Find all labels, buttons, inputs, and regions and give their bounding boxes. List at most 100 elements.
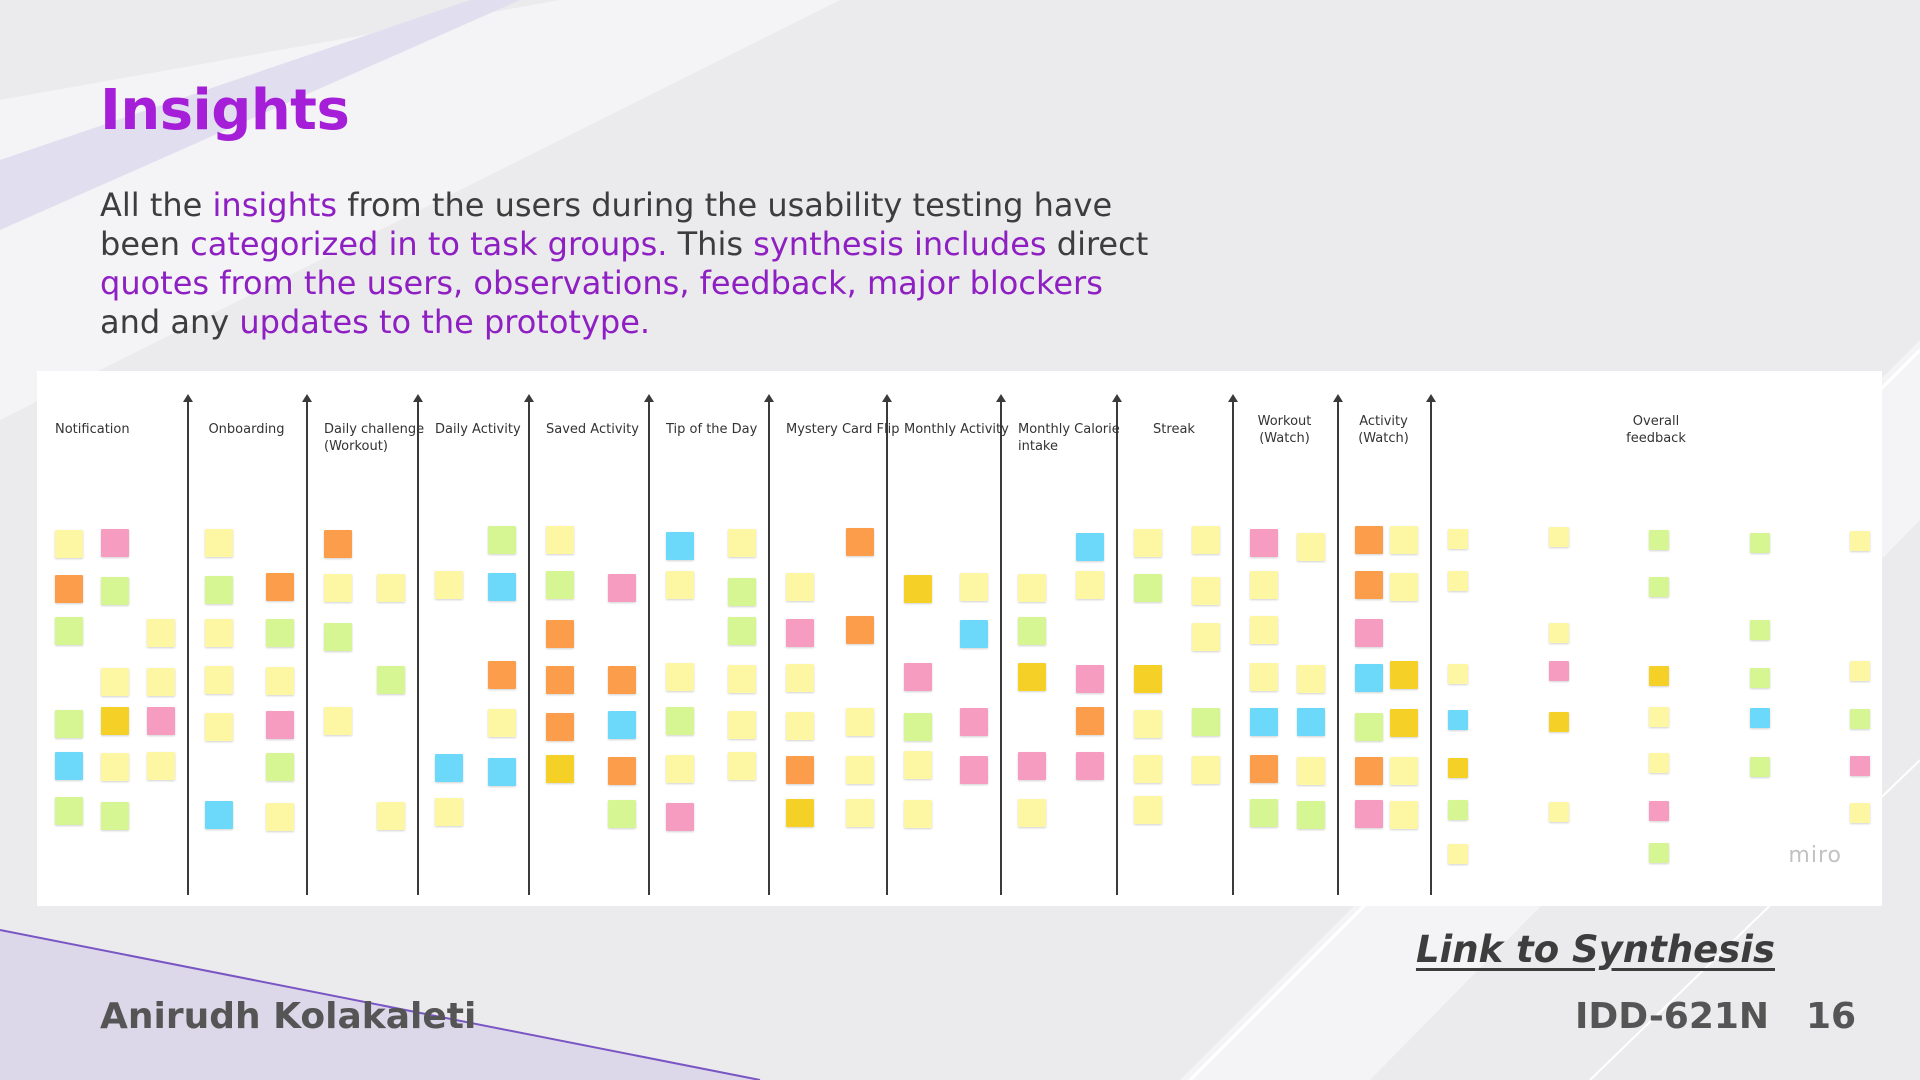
sticky-note — [266, 573, 294, 601]
column-header-line: Streak — [1153, 422, 1195, 437]
column-header-line: Onboarding — [208, 422, 285, 437]
sticky-note — [1076, 752, 1104, 780]
sticky-note — [846, 799, 874, 827]
column-header: Tip of the Day — [666, 421, 757, 438]
sticky-note — [1355, 713, 1383, 741]
sticky-note — [960, 573, 988, 601]
column-header-line: Activity — [1359, 414, 1408, 429]
sticky-note — [1390, 801, 1418, 829]
sticky-note — [1649, 530, 1669, 550]
sticky-note — [55, 530, 83, 558]
sticky-note — [55, 797, 83, 825]
sticky-note — [546, 571, 574, 599]
column-header-line: (Watch) — [1358, 431, 1409, 446]
highlight-phrase: quotes from the users, observations, fee… — [100, 264, 1103, 302]
sticky-note — [1134, 796, 1162, 824]
column-header-line: feedback — [1626, 431, 1686, 446]
column-header: Monthly Calorie intake — [1018, 421, 1120, 455]
sticky-note — [1297, 757, 1325, 785]
sticky-note — [1448, 758, 1468, 778]
sticky-note — [786, 619, 814, 647]
sticky-note — [324, 707, 352, 735]
column-header-line: Daily Activity — [435, 422, 521, 437]
sticky-note — [786, 664, 814, 692]
sticky-note — [488, 573, 516, 601]
sticky-note — [1390, 573, 1418, 601]
sticky-note — [1192, 526, 1220, 554]
sticky-note — [786, 712, 814, 740]
sticky-note — [904, 800, 932, 828]
sticky-note — [846, 528, 874, 556]
sticky-note — [1250, 571, 1278, 599]
highlight-phrase: insights — [212, 186, 338, 224]
sticky-note — [728, 617, 756, 645]
column-header: Saved Activity — [546, 421, 639, 438]
sticky-note — [608, 757, 636, 785]
sticky-note — [1649, 753, 1669, 773]
sticky-note — [1548, 712, 1569, 732]
sticky-note — [546, 755, 574, 783]
column-divider-arrow — [996, 394, 1006, 895]
sticky-note — [728, 665, 756, 693]
sticky-note — [1548, 527, 1569, 547]
sticky-note — [1850, 709, 1870, 729]
sticky-note — [1448, 710, 1468, 730]
sticky-note — [205, 713, 233, 741]
sticky-note — [666, 663, 694, 691]
column-header-line: Saved Activity — [546, 422, 639, 437]
sticky-note — [1649, 801, 1669, 821]
sticky-note — [101, 802, 129, 830]
intro-text: from the users during the usability test… — [100, 186, 1113, 263]
sticky-note — [1355, 664, 1383, 692]
highlight-phrase: synthesis includes — [753, 225, 1047, 263]
sticky-note — [608, 574, 636, 602]
sticky-note — [904, 575, 932, 603]
column-header-line: Daily challenge — [324, 422, 425, 437]
column-header: Monthly Activity — [904, 421, 1009, 438]
sticky-note — [1018, 663, 1046, 691]
sticky-note — [1076, 533, 1104, 561]
column-header: Mystery Card Flip — [786, 421, 899, 438]
column-header-line: (Workout) — [324, 439, 388, 454]
column-header: Streak — [1116, 421, 1232, 438]
sticky-note — [1297, 708, 1325, 736]
sticky-note — [666, 532, 694, 560]
sticky-note — [1548, 623, 1569, 643]
sticky-note — [101, 668, 129, 696]
sticky-note — [205, 801, 233, 829]
sticky-note — [205, 576, 233, 604]
column-divider-arrow — [1426, 394, 1436, 895]
column-header-line: intake — [1018, 439, 1058, 454]
sticky-note — [1355, 800, 1383, 828]
sticky-note — [147, 752, 175, 780]
sticky-note — [266, 711, 294, 739]
sticky-note — [1018, 799, 1046, 827]
synthesis-link[interactable]: Link to Synthesis — [1415, 928, 1775, 971]
sticky-note — [1649, 666, 1669, 686]
sticky-note — [786, 799, 814, 827]
sticky-note — [1355, 571, 1383, 599]
sticky-note — [101, 577, 129, 605]
highlight-phrase: updates to the prototype. — [239, 303, 651, 341]
column-header: Onboarding — [187, 421, 306, 438]
sticky-note — [846, 756, 874, 784]
column-header: Activity (Watch) — [1337, 413, 1430, 447]
sticky-note — [546, 620, 574, 648]
sticky-note — [324, 574, 352, 602]
sticky-note — [55, 752, 83, 780]
column-divider-arrow — [1228, 394, 1238, 895]
sticky-note — [666, 571, 694, 599]
sticky-note — [324, 623, 352, 651]
sticky-note — [1134, 665, 1162, 693]
sticky-note — [1355, 619, 1383, 647]
sticky-note — [1390, 757, 1418, 785]
column-divider-arrow — [183, 394, 193, 895]
sticky-note — [786, 573, 814, 601]
column-header-line: Overall — [1632, 414, 1680, 429]
course-code: IDD-621N — [1575, 996, 1770, 1037]
sticky-note — [1649, 577, 1669, 597]
sticky-note — [960, 756, 988, 784]
sticky-note — [1548, 802, 1569, 822]
sticky-note — [55, 575, 83, 603]
sticky-note — [1134, 710, 1162, 738]
